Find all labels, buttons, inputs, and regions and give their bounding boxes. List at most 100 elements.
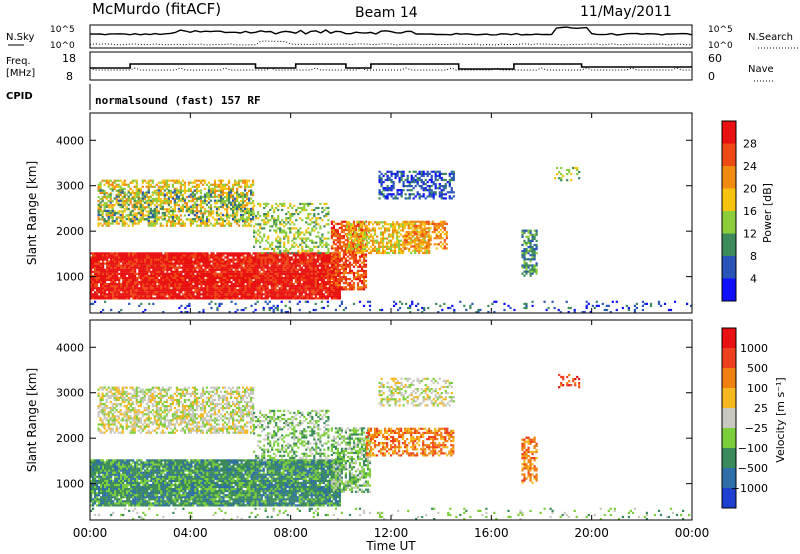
data-cell	[136, 266, 139, 269]
data-cell	[181, 204, 184, 207]
data-cell	[125, 200, 128, 203]
data-cell	[238, 181, 241, 184]
data-cell	[182, 256, 185, 259]
data-cell	[298, 283, 301, 286]
data-cell	[162, 262, 165, 265]
data-cell	[116, 283, 119, 286]
data-cell	[327, 211, 330, 214]
data-cell	[191, 200, 194, 203]
data-cell	[121, 183, 124, 186]
data-cell	[100, 289, 103, 292]
data-cell	[355, 221, 359, 224]
data-cell	[206, 281, 209, 284]
data-cell	[219, 183, 223, 186]
data-cell	[301, 219, 304, 222]
data-cell	[349, 223, 353, 226]
data-cell	[156, 276, 159, 280]
data-cell	[319, 227, 322, 230]
data-cell	[111, 222, 114, 225]
data-cell	[198, 268, 201, 271]
data-cell	[286, 278, 289, 282]
data-cell	[358, 255, 362, 258]
data-cell	[293, 204, 296, 207]
data-cell	[276, 291, 279, 294]
data-cell	[164, 262, 167, 265]
data-cell	[109, 200, 112, 203]
data-cell	[250, 283, 253, 286]
data-cell	[176, 287, 179, 290]
data-cell	[338, 245, 341, 248]
data-cell	[277, 204, 280, 207]
data-cell	[240, 287, 243, 290]
data-cell	[198, 295, 201, 298]
data-cell	[242, 213, 245, 217]
data-cell	[122, 260, 125, 263]
data-cell	[113, 187, 116, 190]
data-cell	[202, 272, 205, 275]
data-cell	[198, 262, 201, 265]
data-cell	[300, 256, 303, 259]
data-cell	[170, 297, 173, 300]
data-cell	[240, 193, 243, 197]
data-cell	[340, 288, 343, 291]
data-cell	[258, 276, 261, 280]
data-cell	[206, 262, 209, 265]
data-cell	[297, 229, 300, 232]
data-cell	[336, 255, 339, 258]
data-cell	[292, 285, 295, 288]
data-cell	[160, 285, 163, 288]
data-cell	[218, 268, 221, 271]
data-cell	[316, 278, 319, 282]
data-cell	[205, 196, 209, 199]
data-cell	[340, 286, 343, 289]
data-cell	[288, 266, 291, 269]
data-cell	[222, 295, 225, 298]
data-cell	[266, 289, 269, 292]
data-cell	[282, 260, 285, 263]
data-cell	[216, 258, 219, 261]
data-cell	[279, 202, 282, 205]
data-cell	[336, 241, 339, 244]
data-cell	[92, 293, 95, 296]
data-cell	[275, 231, 278, 234]
data-cell	[250, 295, 253, 298]
data-cell	[90, 295, 93, 298]
data-cell	[224, 266, 227, 269]
data-cell	[184, 252, 187, 255]
data-cell	[212, 262, 215, 265]
data-cell	[208, 262, 211, 265]
data-cell	[121, 218, 124, 221]
data-cell	[304, 256, 307, 259]
data-cell	[285, 247, 288, 250]
data-cell	[340, 224, 343, 227]
data-cell	[328, 260, 331, 263]
data-cell	[268, 274, 271, 277]
data-cell	[196, 260, 199, 263]
data-cell	[283, 243, 286, 246]
data-cell	[184, 274, 187, 277]
data-cell	[221, 199, 225, 202]
data-cell	[171, 196, 174, 199]
data-cell	[244, 220, 247, 223]
data-cell	[286, 276, 289, 280]
data-cell	[242, 252, 245, 255]
data-cell	[232, 209, 235, 212]
data-cell	[124, 254, 127, 257]
data-cell	[110, 276, 113, 280]
data-cell	[283, 249, 286, 252]
data-cell	[160, 272, 163, 275]
data-cell	[364, 284, 368, 287]
data-cell	[291, 221, 294, 224]
data-cell	[314, 276, 317, 280]
data-cell	[252, 191, 255, 194]
data-cell	[285, 223, 288, 226]
data-cell	[190, 252, 193, 255]
data-cell	[196, 276, 199, 280]
data-cell	[128, 283, 131, 286]
data-cell	[189, 200, 192, 203]
data-cell	[140, 256, 143, 259]
data-cell	[204, 281, 207, 284]
data-cell	[315, 241, 318, 244]
data-cell	[255, 223, 258, 226]
data-cell	[273, 221, 276, 224]
